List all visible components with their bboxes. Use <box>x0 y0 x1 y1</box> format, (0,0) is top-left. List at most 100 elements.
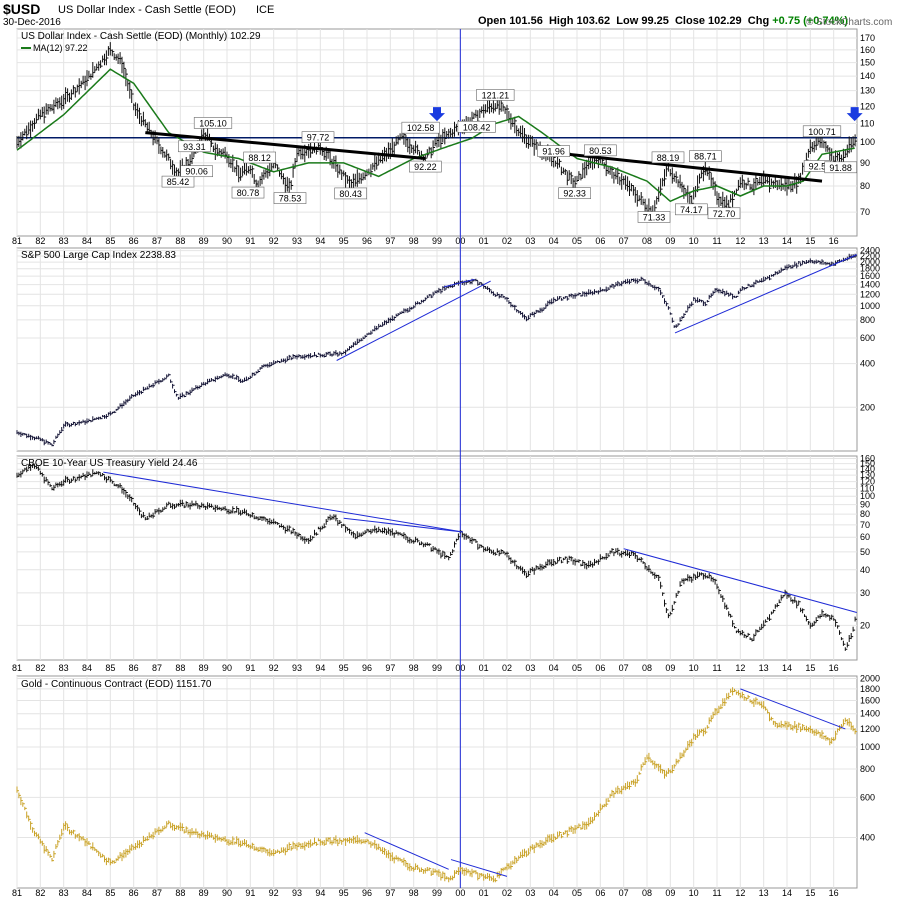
usd-annotation-label: 88.19 <box>657 153 680 163</box>
x-tick-label: 16 <box>829 663 839 673</box>
usd-annotation-box <box>707 207 741 220</box>
y-tick-label: 140 <box>860 71 875 81</box>
usd-annotation-box <box>637 211 671 223</box>
x-tick-label: 15 <box>805 236 815 246</box>
y-tick-label: 20 <box>860 620 870 630</box>
y-tick-label: 110 <box>860 484 874 494</box>
y-tick-label: 120 <box>860 477 875 487</box>
ma-legend-label: MA(12) 97.22 <box>33 43 88 53</box>
x-tick-label: 90 <box>222 236 232 246</box>
x-tick-label: 07 <box>619 236 629 246</box>
x-tick-label: 85 <box>105 236 115 246</box>
y-tick-label: 1000 <box>860 742 880 752</box>
usd-ma-line <box>16 68 855 203</box>
y-tick-label: 150 <box>860 459 875 469</box>
x-tick-label: 95 <box>339 236 349 246</box>
x-tick-label: 97 <box>385 888 395 898</box>
y-tick-label: 90 <box>860 500 870 510</box>
usd-annotation-box <box>824 161 857 174</box>
x-tick-label: 87 <box>152 888 162 898</box>
open-label: Open <box>478 15 507 27</box>
chg-value: +0.75 (+0.74%) <box>772 15 849 27</box>
gold-panel-title: Gold - Continuous Contract (EOD) 1151.70 <box>21 679 212 690</box>
x-tick-label: 96 <box>362 663 372 673</box>
y-tick-label: 120 <box>860 101 875 111</box>
x-tick-label: 08 <box>642 888 652 898</box>
usd-annotation-label: 88.71 <box>694 152 717 162</box>
header-symbol: $USD <box>3 1 41 17</box>
x-tick-label: 84 <box>82 663 92 673</box>
usd-annotation-label: 102.58 <box>407 123 435 133</box>
usd-annotation-box <box>409 160 442 173</box>
usd-annotation-box <box>537 145 570 157</box>
x-tick-label: 93 <box>292 663 302 673</box>
usd-annotation-label: 93.31 <box>183 142 206 152</box>
high-label: High <box>548 15 574 27</box>
usd-annotation-box <box>273 192 307 204</box>
y-tick-label: 30 <box>860 588 870 598</box>
spx-panel-title: S&P 500 Large Cap Index 2238.83 <box>21 250 176 261</box>
x-tick-label: 81 <box>12 236 22 246</box>
x-tick-label: 12 <box>735 888 745 898</box>
y-tick-label: 1400 <box>860 709 880 719</box>
header-date: 30-Dec-2016 <box>3 17 61 28</box>
y-tick-label: 70 <box>860 520 870 530</box>
gold-price-bars <box>16 687 858 883</box>
spx-trendline-1 <box>336 280 491 361</box>
x-tick-label: 86 <box>129 888 139 898</box>
x-tick-label: 95 <box>339 663 349 673</box>
usd-annotation-label: 72.70 <box>713 209 736 219</box>
close-label: Close <box>674 15 705 27</box>
x-tick-label: 82 <box>35 888 45 898</box>
x-tick-label: 14 <box>782 888 792 898</box>
usd-annotation-label: 92.33 <box>563 189 586 199</box>
x-tick-label: 92 <box>269 663 279 673</box>
x-tick-label: 16 <box>829 888 839 898</box>
x-tick-label: 86 <box>129 663 139 673</box>
usd-annotation-box <box>802 125 842 138</box>
y-tick-label: 800 <box>860 764 875 774</box>
y-tick-label: 1000 <box>860 301 880 311</box>
x-tick-label: 99 <box>432 663 442 673</box>
x-tick-label: 87 <box>152 236 162 246</box>
x-tick-label: 89 <box>199 888 209 898</box>
x-tick-label: 82 <box>35 663 45 673</box>
x-tick-label: 91 <box>245 888 255 898</box>
x-tick-label: 98 <box>409 663 419 673</box>
usd-annotation-label: 80.43 <box>339 189 362 199</box>
x-tick-label: 15 <box>805 663 815 673</box>
x-tick-label: 86 <box>129 236 139 246</box>
usd-trendline-1 <box>145 131 426 161</box>
usd-annotation-box <box>243 151 276 164</box>
x-tick-label: 11 <box>712 888 721 898</box>
gold-trendline-2 <box>450 859 508 877</box>
y-tick-label: 90 <box>860 158 870 168</box>
y-tick-label: 1600 <box>860 271 880 281</box>
usd-annotation-label: 97.72 <box>307 133 330 143</box>
x-tick-label: 92 <box>269 888 279 898</box>
usd-annotation-label: 71.33 <box>643 212 666 222</box>
x-tick-label: 90 <box>222 888 232 898</box>
x-tick-label: 88 <box>175 888 185 898</box>
usd-annotation-box <box>675 203 708 216</box>
usd-annotation-box <box>558 187 591 199</box>
usd-annotation-box <box>457 121 496 133</box>
y-tick-label: 1400 <box>860 280 880 290</box>
gold-trendline-1 <box>364 832 449 870</box>
y-tick-label: 110 <box>860 118 874 128</box>
x-tick-label: 06 <box>595 663 605 673</box>
tnx-panel-title: CBOE 10-Year US Treasury Yield 24.46 <box>21 458 198 469</box>
usd-annotation-label: 100.71 <box>808 127 836 137</box>
usd-annotation-box <box>231 186 265 199</box>
x-tick-label: 84 <box>82 236 92 246</box>
x-tick-label: 88 <box>175 236 185 246</box>
x-tick-label: 02 <box>502 888 512 898</box>
tnx-trendline-3 <box>623 548 857 613</box>
open-value: 101.56 <box>509 15 543 27</box>
y-tick-label: 100 <box>860 137 875 147</box>
x-tick-label: 88 <box>175 663 185 673</box>
x-tick-label: 02 <box>502 236 512 246</box>
y-tick-label: 2000 <box>860 673 880 683</box>
usd-annotation-box <box>476 89 515 101</box>
usd-annotation-box <box>180 165 213 178</box>
